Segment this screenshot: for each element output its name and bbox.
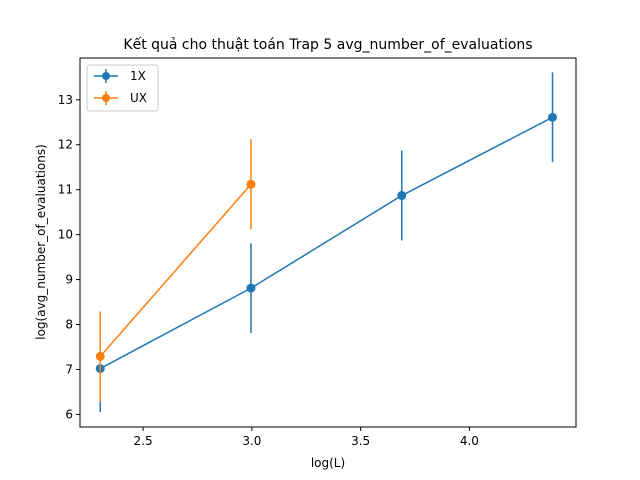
legend-box [86, 64, 159, 112]
series-1x-point [397, 191, 407, 201]
series-1x-line [99, 116, 553, 370]
plot-frame [79, 57, 577, 428]
legend-ux-marker [102, 94, 110, 102]
x-tick-label: 2.5 [134, 434, 153, 448]
plot-area [80, 58, 576, 427]
y-tick-label: 13 [58, 93, 73, 107]
chart-title: Kết quả cho thuật toán Trap 5 avg_number… [123, 36, 532, 53]
series-ux-line [99, 183, 252, 357]
y-axis-label: log(avg_number_of_evaluations) [34, 144, 48, 340]
legend-ux-label: UX [130, 91, 147, 105]
y-axis-ticks: 6 7 8 9 10 11 12 13 [58, 93, 80, 421]
x-axis-label: log(L) [311, 456, 345, 470]
x-tick-label: 4.0 [460, 434, 479, 448]
x-tick-label: 3.0 [242, 434, 261, 448]
series-ux-point [246, 179, 256, 189]
x-axis-ticks: 2.5 3.0 3.5 4.0 [134, 427, 479, 448]
y-tick-label: 7 [65, 362, 73, 376]
y-tick-label: 11 [58, 183, 73, 197]
y-tick-label: 6 [65, 407, 73, 421]
series-1x-point [246, 283, 256, 293]
legend-1x-marker [102, 72, 110, 80]
y-tick-label: 12 [58, 138, 73, 152]
legend-1x-label: 1X [130, 69, 146, 83]
y-tick-label: 9 [65, 273, 73, 287]
series-ux-point [95, 351, 105, 361]
y-tick-label: 8 [65, 318, 73, 332]
y-tick-label: 10 [58, 228, 73, 242]
series-1x-point [548, 112, 558, 122]
legend: 1X UX [86, 64, 159, 112]
series-layer [95, 72, 558, 413]
x-tick-label: 3.5 [351, 434, 370, 448]
